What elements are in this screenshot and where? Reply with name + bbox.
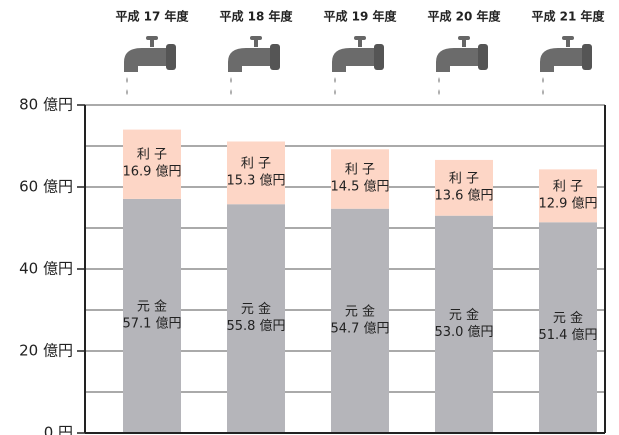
value-label: 12.9 億円 <box>538 195 597 211</box>
x-category-label: 平成 17 年度 <box>115 9 189 24</box>
x-category-label: 平成 20 年度 <box>427 9 501 24</box>
segment-name: 利 子 <box>449 171 479 186</box>
bar-segment <box>539 169 597 223</box>
segment-name: 元 金 <box>449 307 479 323</box>
bar-segment <box>435 215 493 433</box>
faucet-icon <box>228 36 280 95</box>
segment-name: 元 金 <box>345 303 375 319</box>
bar-segment <box>331 208 389 433</box>
segment-name: 利 子 <box>137 148 167 163</box>
bar-segment <box>539 222 597 433</box>
value-label: 13.6 億円 <box>434 187 493 203</box>
y-tick-label: 60 億円 <box>19 178 73 196</box>
faucet-icon <box>332 36 384 95</box>
value-label: 51.4 億円 <box>538 327 597 343</box>
segment-name: 元 金 <box>241 301 271 317</box>
y-tick-label: 80 億円 <box>19 96 73 114</box>
bar-segment <box>435 159 493 216</box>
segment-name: 元 金 <box>137 298 167 314</box>
value-label: 54.7 億円 <box>330 320 389 336</box>
bar-segment <box>227 204 285 433</box>
bar-segment <box>123 129 181 199</box>
faucet-icon <box>540 36 592 95</box>
bar-segment <box>123 198 181 433</box>
x-category-label: 平成 21 年度 <box>531 9 605 24</box>
value-label: 16.9 億円 <box>122 164 181 180</box>
y-tick-label: 20 億円 <box>19 342 73 360</box>
segment-name: 利 子 <box>553 179 583 194</box>
value-label: 57.1 億円 <box>122 315 181 331</box>
value-label: 14.5 億円 <box>330 179 389 195</box>
segment-name: 元 金 <box>553 310 583 326</box>
bar-segment <box>227 141 285 205</box>
segment-name: 利 子 <box>345 163 375 178</box>
x-category-label: 平成 19 年度 <box>323 9 397 24</box>
bar-segment <box>331 149 389 209</box>
value-label: 15.3 億円 <box>226 172 285 188</box>
y-tick-label: 0 円 <box>44 424 73 435</box>
value-label: 53.0 億円 <box>434 324 493 340</box>
faucet-icon <box>436 36 488 95</box>
faucet-icon <box>124 36 176 95</box>
value-label: 55.8 億円 <box>226 318 285 334</box>
segment-name: 利 子 <box>241 156 271 171</box>
y-tick-label: 40 億円 <box>19 260 73 278</box>
x-category-label: 平成 18 年度 <box>219 9 293 24</box>
